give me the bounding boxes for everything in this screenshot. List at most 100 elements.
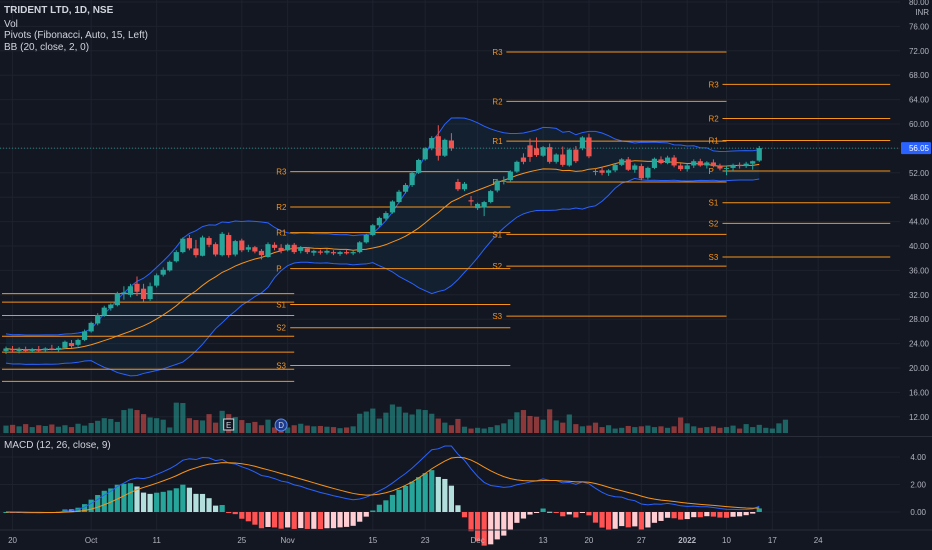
volume-bar xyxy=(501,423,507,433)
macd-histogram-bar xyxy=(95,495,101,512)
candle-body xyxy=(16,349,22,351)
volume-bar xyxy=(3,425,9,433)
volume-bar xyxy=(488,427,494,433)
macd-histogram-bar xyxy=(376,504,382,512)
candle-body xyxy=(245,247,251,250)
price-axis-tick-label: 12.00 xyxy=(909,413,930,422)
candle-body xyxy=(186,238,192,249)
price-axis-tick-label: 44.00 xyxy=(909,218,930,227)
macd-histogram-bar xyxy=(632,512,638,527)
time-axis-tick-label: 23 xyxy=(421,536,430,545)
candle-body xyxy=(140,288,147,300)
macd-histogram-bar xyxy=(298,512,304,529)
volume-bar xyxy=(671,426,677,433)
macd-histogram-bar xyxy=(344,512,350,527)
macd-histogram-bar xyxy=(638,512,644,530)
price-axis-tick-label: 52.00 xyxy=(909,169,930,178)
price-axis-tick-label: 68.00 xyxy=(909,71,930,80)
candle-body xyxy=(75,339,81,345)
volume-bar xyxy=(213,422,219,433)
candle-body xyxy=(566,149,572,166)
volume-bar xyxy=(527,415,533,433)
candle-body xyxy=(481,202,487,208)
time-axis-tick-label: 20 xyxy=(584,536,593,545)
macd-histogram-bar xyxy=(448,485,454,512)
price-axis-tick-label: 20.00 xyxy=(909,364,930,373)
macd-histogram-bar xyxy=(697,512,703,518)
candle-body xyxy=(599,170,605,173)
macd-histogram-bar xyxy=(592,512,599,523)
macd-histogram-bar xyxy=(140,492,147,512)
macd-histogram-bar xyxy=(311,512,317,529)
macd-signal-line xyxy=(5,456,760,514)
macd-histogram-bar xyxy=(547,511,553,513)
macd-histogram-bar xyxy=(160,491,166,512)
candle-body xyxy=(527,145,533,157)
candle-body xyxy=(311,250,317,253)
macd-histogram-bar xyxy=(579,512,585,513)
volume-bar xyxy=(507,419,513,433)
macd-histogram-bar xyxy=(167,490,173,512)
candle-body xyxy=(160,269,166,275)
volume-bar xyxy=(36,425,42,433)
candle-body xyxy=(219,233,225,256)
candle-body xyxy=(396,191,402,203)
volume-bar xyxy=(455,418,461,433)
macd-histogram-bar xyxy=(271,512,278,528)
volume-bar xyxy=(612,428,618,433)
candle-body xyxy=(88,322,94,332)
candle-body xyxy=(704,162,710,166)
candle-body xyxy=(226,235,232,256)
volume-bar xyxy=(514,412,520,433)
volume-bar xyxy=(638,426,644,433)
macd-histogram-bar xyxy=(186,487,192,512)
candle-body xyxy=(363,235,369,243)
candle-body xyxy=(625,159,631,170)
candle-body xyxy=(389,201,396,213)
symbol-title: TRIDENT LTD, 1D, NSE xyxy=(4,5,114,16)
volume-bar xyxy=(520,410,527,433)
candle-body xyxy=(167,261,173,271)
volume-bar xyxy=(304,425,310,433)
volume-bar xyxy=(219,410,225,433)
volume-bar xyxy=(416,409,422,433)
macd-histogram-bar xyxy=(586,512,592,516)
macd-histogram-bar xyxy=(409,481,415,512)
volume-bar xyxy=(389,404,396,433)
macd-histogram-bar xyxy=(134,486,140,512)
candle-body xyxy=(101,307,107,316)
macd-histogram-bar xyxy=(560,512,566,517)
macd-histogram-bar xyxy=(108,488,114,512)
candle-body xyxy=(638,166,644,179)
candle-body xyxy=(606,170,612,173)
macd-histogram-bar xyxy=(199,493,206,512)
macd-histogram-bar xyxy=(219,505,225,512)
macd-histogram-bar xyxy=(704,512,710,517)
volume-bar xyxy=(468,428,474,433)
volume-bar xyxy=(154,418,160,433)
candle-body xyxy=(383,213,389,219)
candle-body xyxy=(514,161,520,172)
macd-histogram-bar xyxy=(252,512,258,525)
candle-body xyxy=(402,185,409,192)
time-axis-tick-label: 20 xyxy=(8,536,17,545)
macd-histogram-bar xyxy=(226,512,232,513)
macd-histogram-bar xyxy=(239,512,245,519)
event-marker-label: D xyxy=(278,421,284,430)
volume-bar xyxy=(337,428,343,433)
pivot-label: S3 xyxy=(276,362,286,371)
volume-bar xyxy=(140,414,147,433)
pivot-label: S3 xyxy=(492,312,502,321)
candle-body xyxy=(586,137,592,157)
bollinger-legend: BB (20, close, 2, 0) xyxy=(4,42,90,53)
volume-bar xyxy=(298,423,304,433)
macd-histogram-bar xyxy=(553,512,559,513)
volume-bar xyxy=(311,426,317,433)
volume-bar xyxy=(533,416,540,433)
volume-bar xyxy=(114,421,120,433)
volume-bar xyxy=(448,425,454,433)
time-axis-tick-label: 13 xyxy=(539,536,548,545)
dividend-marker-icon xyxy=(274,418,288,432)
pivot-label: R2 xyxy=(492,97,503,106)
